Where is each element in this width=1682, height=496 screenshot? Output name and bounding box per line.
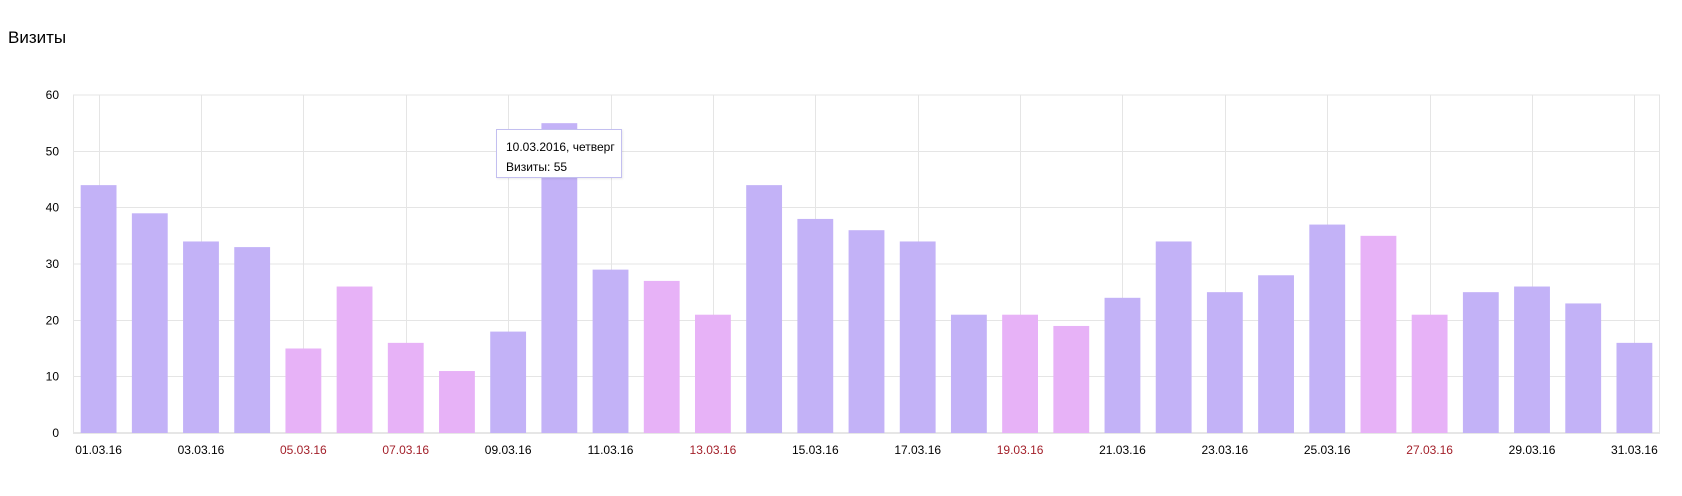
- y-tick-label: 10: [46, 370, 60, 384]
- x-tick-label: 09.03.16: [485, 443, 532, 457]
- bar: [1155, 241, 1192, 433]
- bar: [899, 241, 936, 433]
- y-tick-label: 60: [46, 88, 60, 102]
- bar: [1411, 314, 1448, 433]
- x-axis-ticks: 01.03.16 03.03.16 05.03.16 07.03.16 09.03.16…: [75, 443, 1658, 457]
- bar: [1206, 292, 1243, 433]
- x-tick-label: 27.03.16: [1406, 443, 1453, 457]
- bar: [336, 286, 373, 433]
- bar: [643, 280, 680, 433]
- x-tick-label: 13.03.16: [690, 443, 737, 457]
- tooltip-date: 10.03.2016, четверг: [506, 140, 615, 154]
- x-tick-label: 25.03.16: [1304, 443, 1351, 457]
- bar: [285, 348, 322, 433]
- x-tick-label: 21.03.16: [1099, 443, 1146, 457]
- bar: [439, 371, 475, 433]
- bar: [183, 241, 219, 433]
- bar-tooltip: 10.03.2016, четверг Визиты: 55: [496, 129, 622, 178]
- x-tick-label: 01.03.16: [75, 443, 122, 457]
- bar: [1002, 314, 1038, 433]
- bars-layer: [80, 123, 1653, 434]
- bar: [1462, 292, 1499, 433]
- bar: [797, 218, 834, 433]
- bar: [950, 314, 987, 433]
- bar: [1309, 224, 1346, 433]
- x-tick-label: 07.03.16: [382, 443, 429, 457]
- bar: [1360, 235, 1397, 433]
- y-tick-label: 30: [46, 257, 60, 271]
- bar: [848, 230, 885, 433]
- bar: [1514, 286, 1550, 433]
- bar: [1104, 297, 1141, 433]
- bar: [234, 247, 271, 433]
- bar: [131, 213, 168, 433]
- y-tick-label: 50: [46, 144, 60, 158]
- bar: [387, 342, 424, 433]
- x-tick-label: 23.03.16: [1201, 443, 1248, 457]
- bar: [1616, 342, 1653, 433]
- bar: [80, 185, 117, 433]
- y-tick-label: 20: [46, 313, 60, 327]
- x-tick-label: 15.03.16: [792, 443, 839, 457]
- bar: [490, 331, 527, 433]
- bar: [592, 269, 629, 433]
- y-axis-ticks: 0 10 20 30 40 50 60: [46, 88, 60, 440]
- bar: [1258, 275, 1294, 433]
- page-title: Визиты: [8, 28, 67, 47]
- x-tick-label: 17.03.16: [894, 443, 941, 457]
- y-tick-label: 40: [46, 201, 60, 215]
- bar: [695, 314, 731, 433]
- bar: [746, 185, 783, 433]
- y-tick-label: 0: [52, 426, 59, 440]
- x-tick-label: 31.03.16: [1611, 443, 1658, 457]
- bar: [1565, 303, 1602, 433]
- x-tick-label: 11.03.16: [588, 443, 634, 457]
- tooltip-value: Визиты: 55: [506, 160, 568, 174]
- x-tick-label: 03.03.16: [178, 443, 225, 457]
- bar: [1053, 325, 1090, 433]
- x-tick-label: 29.03.16: [1509, 443, 1556, 457]
- x-tick-label: 19.03.16: [997, 443, 1044, 457]
- x-tick-label: 05.03.16: [280, 443, 327, 457]
